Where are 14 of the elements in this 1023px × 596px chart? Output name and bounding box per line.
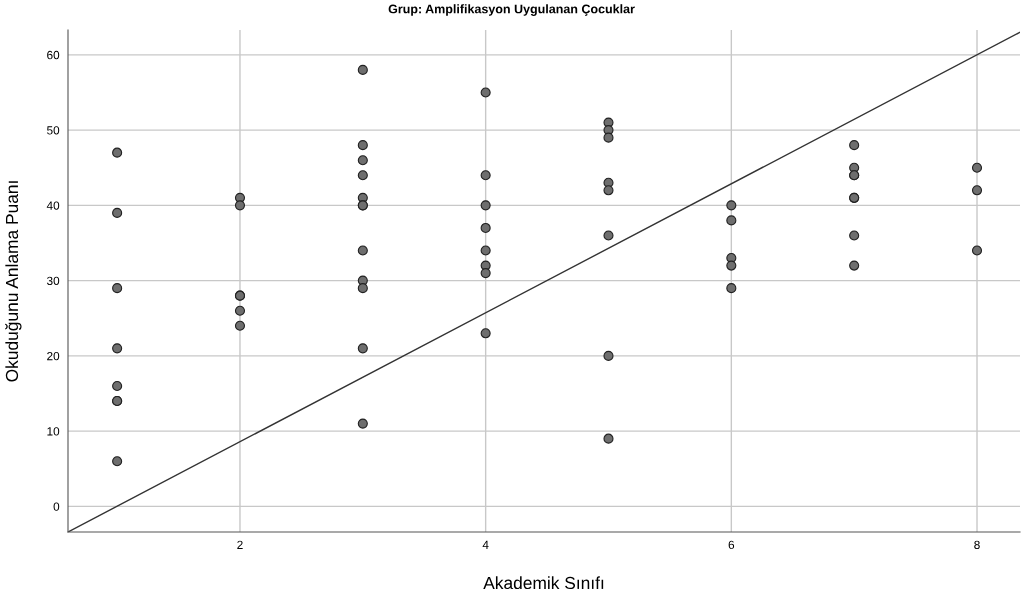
y-tick-label: 40 xyxy=(46,201,60,210)
x-axis-title: Akademik Sınıfı xyxy=(483,576,604,590)
y-tick-label: 0 xyxy=(53,502,60,511)
chart-title: Grup: Amplifikasyon Uygulanan Çocuklar xyxy=(388,4,635,16)
x-tick-label: 2 xyxy=(237,540,243,549)
x-tick-label: 4 xyxy=(482,540,489,549)
y-axis-title: Okuduğunu Anlama Puanı xyxy=(5,181,22,382)
y-tick-label: 10 xyxy=(47,427,60,436)
y-tick-label: 30 xyxy=(46,276,60,286)
y-tick-label: 50 xyxy=(47,126,60,135)
x-tick-label: 6 xyxy=(728,540,735,549)
y-tick-label: 20 xyxy=(47,351,60,361)
y-tick-label: 60 xyxy=(47,50,60,60)
x-tick-label: 8 xyxy=(974,540,980,549)
